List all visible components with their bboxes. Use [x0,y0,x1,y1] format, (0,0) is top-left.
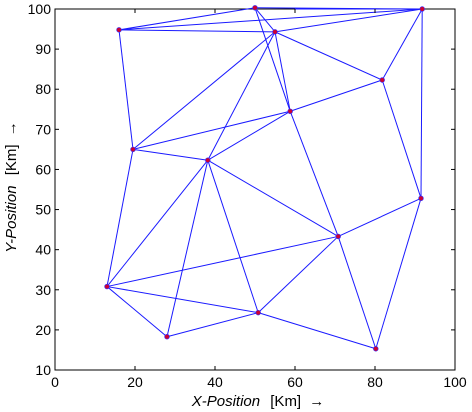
network-edge [254,7,291,112]
x-tick-label: 0 [51,374,59,390]
y-tick-label: 20 [35,322,51,338]
network-edge [132,110,291,150]
network-edge [106,286,168,338]
network-edge [381,8,423,81]
y-tick-label: 50 [35,202,51,218]
network-node [373,346,379,352]
network-edge [274,8,423,33]
network-node [379,77,385,83]
network-node [272,29,278,35]
x-tick-label: 80 [367,374,383,390]
network-edge [118,7,256,31]
network-node [205,157,211,163]
y-tick-label: 70 [35,121,51,137]
network-edge [118,8,423,31]
network-edge [118,29,134,150]
y-axis-title: Y-Position [Km] → [3,121,20,252]
network-edge [106,159,209,287]
y-axis-title-unit: [Km] [3,144,20,175]
network-edge [254,7,276,33]
network-node [116,27,122,33]
network-edge [337,236,377,349]
network-edge [132,148,208,161]
network-nodes [104,5,425,352]
network-edge [290,79,383,112]
network-node [164,334,170,340]
x-axis-title-unit: [Km] [270,393,301,410]
network-edge [258,312,376,350]
y-tick-label: 80 [35,81,51,97]
x-axis-title: X-Position [Km] → [191,393,325,410]
network-edge [166,312,259,338]
y-axis-title-name: Y-Position [3,185,20,252]
network-edge [257,236,339,314]
x-tick-label: 40 [207,374,223,390]
network-node [130,146,136,153]
network-edge [207,159,339,237]
y-tick-label: 40 [35,242,51,258]
network-edge [420,8,423,199]
network-edge [207,160,259,313]
network-edge [106,235,339,288]
network-node [287,108,293,114]
network-edge [274,31,383,81]
network-edge [274,31,291,112]
x-axis-title-arrow: → [309,393,324,410]
y-tick-label: 30 [35,282,51,298]
network-edge [289,111,339,237]
network-edge [207,31,276,161]
network-edge [106,286,259,314]
network-edge [337,197,422,237]
network-edge [166,160,209,337]
x-tick-label: 20 [127,374,143,390]
network-edges [106,7,423,350]
network-node [104,283,110,290]
axis-ticks: 0 20 40 60 80 100 10 20 30 40 50 60 70 80 90 100 [28,1,467,390]
y-tick-label: 60 [35,161,51,177]
network-edge [132,31,276,150]
y-tick-label: 10 [35,362,51,378]
network-edge [207,110,291,161]
x-axis-title-name: X-Position [191,393,260,410]
y-tick-label: 90 [35,41,51,57]
y-tick-label: 100 [28,1,52,17]
network-edge [106,149,134,287]
network-edge [381,79,422,199]
network-node [418,195,424,202]
network-node [255,309,261,316]
network-edge [118,29,276,33]
network-node [419,6,425,12]
x-tick-label: 100 [443,374,467,390]
network-node [252,5,258,11]
network-edge [375,198,422,349]
network-node [335,233,341,240]
x-tick-label: 60 [287,374,303,390]
y-axis-title-arrow: → [3,121,20,136]
